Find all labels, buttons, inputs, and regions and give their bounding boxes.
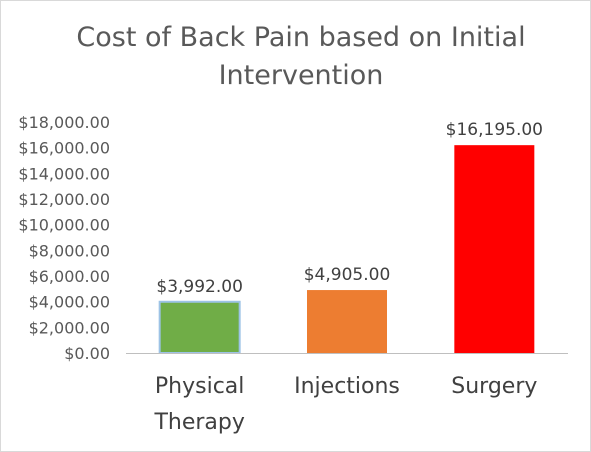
- bars: [158, 145, 535, 355]
- data-label: $4,905.00: [304, 265, 391, 285]
- x-tick-label: Injections: [294, 374, 400, 399]
- y-tick-label: $18,000.00: [18, 113, 110, 132]
- y-tick-label: $0.00: [64, 344, 110, 363]
- y-tick-label: $8,000.00: [29, 241, 110, 260]
- y-tick-label: $2,000.00: [29, 318, 110, 337]
- x-tick-label: Surgery: [451, 374, 537, 399]
- data-labels: $3,992.00 $4,905.00 $16,195.00: [156, 120, 543, 297]
- data-label: $3,992.00: [156, 277, 243, 297]
- y-tick-label: $12,000.00: [18, 190, 110, 209]
- x-tick-label: Physical: [155, 374, 245, 399]
- data-label: $16,195.00: [446, 120, 543, 140]
- bar: [454, 145, 535, 353]
- x-tick-label: Therapy: [153, 410, 244, 435]
- y-tick-label: $14,000.00: [18, 164, 110, 183]
- chart-title: Cost of Back Pain based on Initial Inter…: [76, 22, 526, 91]
- y-tick-label: $6,000.00: [29, 267, 110, 286]
- bar: [158, 300, 241, 355]
- y-tick-label: $16,000.00: [18, 139, 110, 158]
- y-tick-label: $4,000.00: [29, 293, 110, 312]
- y-tick-label: $10,000.00: [18, 216, 110, 235]
- bar: [307, 290, 387, 353]
- y-axis-tick-labels: $0.00 $2,000.00 $4,000.00 $6,000.00 $8,000.0…: [18, 113, 110, 363]
- x-axis-tick-labels: Physical Therapy Injections Surgery: [153, 374, 537, 435]
